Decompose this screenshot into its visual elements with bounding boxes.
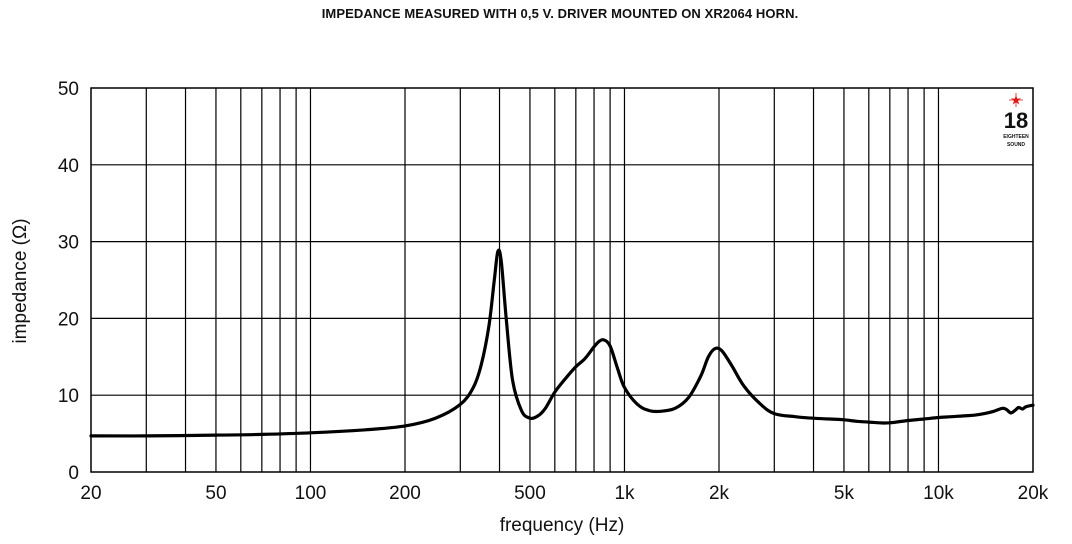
x-tick-label: 100: [295, 483, 327, 504]
brand-logo: 18 EIGHTEEN SOUND: [1003, 93, 1029, 148]
x-tick-label: 200: [389, 483, 421, 504]
x-tick-label: 20k: [1018, 483, 1049, 504]
grid-lines: [91, 88, 1033, 472]
logo-subtitle-2: SOUND: [1007, 142, 1025, 148]
x-tick-label: 50: [205, 483, 226, 504]
y-tick-label: 30: [58, 233, 79, 254]
x-tick-label: 1k: [614, 483, 635, 504]
logo-number: 18: [1004, 108, 1028, 133]
x-tick-labels: 20 50 100 200 500 1k 2k 5k 10k 20k: [80, 483, 1048, 504]
x-tick-label: 10k: [923, 483, 954, 504]
y-tick-label: 0: [68, 463, 79, 484]
chart-title: IMPEDANCE MEASURED WITH 0,5 V. DRIVER MO…: [321, 6, 799, 21]
x-tick-label: 5k: [834, 483, 855, 504]
y-tick-label: 20: [58, 309, 79, 330]
x-tick-label: 2k: [709, 483, 730, 504]
x-tick-label: 20: [80, 483, 101, 504]
y-tick-label: 50: [58, 79, 79, 100]
y-axis-label: impedance (Ω): [10, 218, 31, 343]
logo-subtitle-1: EIGHTEEN: [1003, 134, 1029, 140]
y-tick-label: 40: [58, 156, 79, 177]
y-tick-label: 10: [58, 386, 79, 407]
x-axis-label: frequency (Hz): [500, 515, 625, 536]
x-tick-label: 500: [514, 483, 546, 504]
star-icon: [1009, 93, 1023, 107]
impedance-curve: [89, 248, 1035, 438]
plot-frame: [90, 87, 1034, 473]
y-tick-labels: 0 10 20 30 40 50: [58, 79, 79, 484]
